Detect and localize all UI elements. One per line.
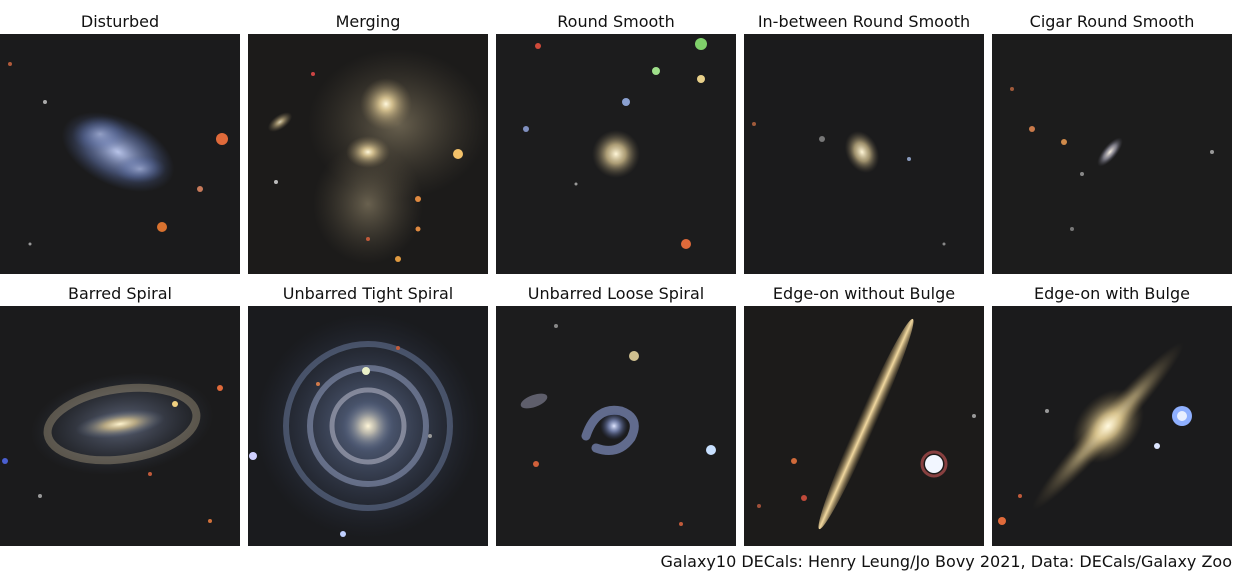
panel-label: Cigar Round Smooth [1029, 12, 1195, 31]
panel-label: Edge-on with Bulge [1034, 284, 1190, 303]
galaxy-image-in-between-round-smooth [744, 34, 984, 274]
panel-label: Edge-on without Bulge [772, 284, 956, 303]
credit-caption: Galaxy10 DECals: Henry Leung/Jo Bovy 202… [660, 552, 1233, 571]
panel-label: Merging [335, 12, 401, 31]
galaxy-image-round-smooth [496, 34, 736, 274]
galaxy-image-edge-on-with-bulge [992, 306, 1232, 546]
galaxy-image-barred-spiral [0, 306, 240, 546]
figure-title [0, 0, 1240, 3]
galaxy-image-edge-on-without-bulge [744, 306, 984, 546]
panel-label: Unbarred Loose Spiral [527, 284, 705, 303]
panel-label: Round Smooth [557, 12, 675, 31]
panel-label: Barred Spiral [68, 284, 172, 303]
galaxy-image-unbarred-tight-spiral [248, 306, 488, 546]
panel-label: Disturbed [80, 12, 160, 31]
panel-label: In-between Round Smooth [757, 12, 971, 31]
panel-label: Unbarred Tight Spiral [282, 284, 454, 303]
galaxy-image-cigar-round-smooth [992, 34, 1232, 274]
galaxy-image-unbarred-loose-spiral [496, 306, 736, 546]
galaxy-image-disturbed [0, 34, 240, 274]
galaxy-image-merging [248, 34, 488, 274]
